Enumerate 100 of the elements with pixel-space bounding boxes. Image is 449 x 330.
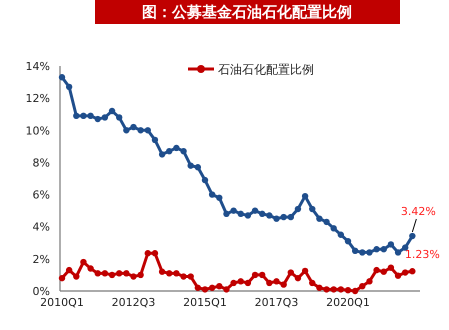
point — [208, 284, 216, 291]
y-tick-label: 2% — [32, 252, 50, 266]
point — [309, 280, 316, 286]
x-tick-label: 2020Q1 — [326, 296, 370, 309]
point — [144, 127, 151, 134]
point — [130, 124, 137, 130]
point — [102, 270, 108, 277]
y-tick-label: 8% — [32, 156, 50, 170]
point — [394, 272, 402, 279]
point — [152, 250, 158, 256]
point — [152, 136, 158, 144]
point — [294, 206, 302, 212]
point — [330, 225, 337, 232]
point — [188, 273, 194, 280]
point — [344, 238, 352, 244]
point — [123, 270, 130, 277]
point — [273, 278, 280, 285]
point — [244, 212, 252, 219]
point — [137, 127, 144, 134]
point — [259, 272, 266, 278]
point — [323, 286, 330, 293]
point — [102, 114, 108, 121]
point — [338, 286, 344, 293]
point — [202, 176, 208, 184]
x-tick-label: 2017Q3 — [254, 296, 298, 309]
point — [409, 268, 416, 274]
annotation: 1.23% — [404, 248, 440, 262]
point — [108, 272, 116, 278]
point — [80, 258, 87, 266]
point — [330, 286, 337, 293]
point — [302, 192, 308, 200]
point — [230, 280, 237, 286]
point — [288, 214, 294, 220]
point — [280, 281, 287, 288]
point — [123, 127, 130, 134]
point — [359, 282, 366, 290]
point — [316, 215, 323, 222]
point — [288, 269, 294, 276]
point — [273, 215, 280, 222]
point — [238, 210, 244, 218]
point — [373, 266, 380, 274]
point — [173, 144, 180, 152]
y-tick-label: 14% — [26, 60, 50, 73]
point — [366, 278, 373, 285]
point — [338, 232, 344, 238]
point — [180, 148, 187, 154]
point — [130, 273, 137, 280]
point — [158, 268, 166, 275]
point — [158, 151, 166, 158]
point — [380, 268, 387, 275]
point — [173, 270, 180, 277]
point — [294, 274, 302, 282]
point — [394, 249, 402, 256]
point — [180, 273, 187, 280]
point — [216, 194, 222, 201]
point — [359, 249, 366, 256]
point — [108, 108, 116, 114]
point — [252, 207, 258, 214]
point — [238, 278, 244, 285]
point — [58, 274, 66, 282]
point — [194, 164, 202, 170]
point — [380, 246, 387, 252]
point — [94, 270, 101, 277]
point — [252, 272, 258, 278]
point — [66, 84, 72, 90]
x-tick-label: 2010Q1 — [40, 296, 84, 309]
point — [344, 286, 352, 294]
point — [409, 232, 416, 240]
point — [194, 284, 202, 291]
point — [230, 207, 237, 214]
y-tick-label: 0% — [32, 285, 50, 298]
point — [116, 114, 122, 121]
point — [208, 191, 216, 198]
point — [202, 286, 208, 293]
point — [316, 284, 323, 291]
y-tick-label: 6% — [32, 188, 50, 202]
point — [352, 288, 358, 294]
point — [323, 218, 330, 226]
point — [259, 210, 266, 218]
point — [166, 270, 172, 277]
point — [266, 212, 273, 219]
x-tick-label: 2012Q3 — [112, 296, 156, 309]
point — [309, 206, 316, 212]
point — [266, 280, 273, 286]
point — [223, 210, 230, 218]
x-tick-label: 2015Q1 — [183, 296, 227, 309]
point — [373, 246, 380, 252]
point — [402, 269, 408, 276]
y-tick-label: 4% — [32, 220, 50, 234]
point — [280, 214, 287, 220]
point — [144, 250, 151, 256]
point — [66, 266, 72, 274]
point — [352, 248, 358, 254]
point — [87, 265, 94, 272]
point — [73, 112, 80, 120]
point — [366, 249, 373, 256]
point — [166, 148, 172, 154]
chart-title: 图：公募基金石油石化配置比例 — [142, 3, 352, 21]
point — [80, 112, 87, 120]
point — [244, 280, 252, 286]
